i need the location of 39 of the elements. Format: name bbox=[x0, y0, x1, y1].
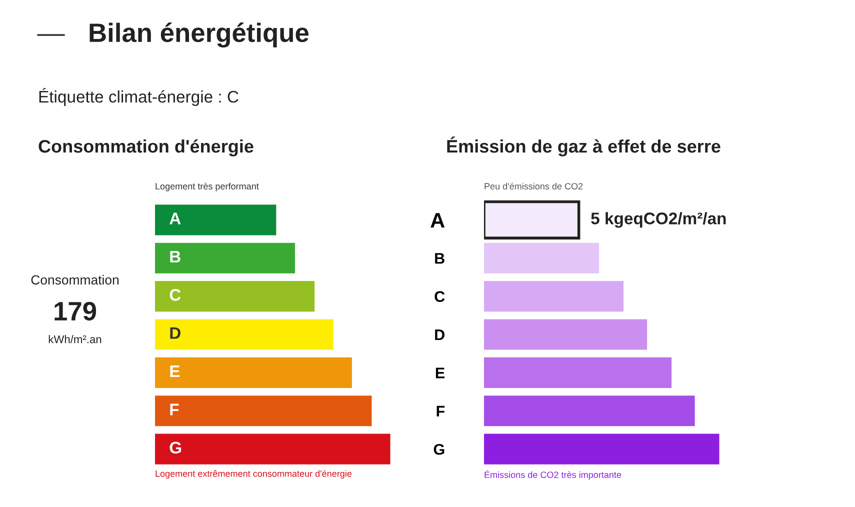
y-tick-label: B bbox=[170, 250, 180, 262]
chart-title: Émission de gaz à effet de serre bbox=[447, 136, 720, 156]
category-label: C bbox=[434, 291, 445, 302]
text: Peu d'émissions de CO2 bbox=[484, 182, 583, 190]
text: 179 bbox=[54, 302, 96, 321]
text: Logement extrêmement consommateur d'énergie bbox=[156, 470, 352, 479]
text: Étiquette climat-énergie : C bbox=[39, 88, 238, 106]
text: Consommation bbox=[31, 274, 119, 285]
text: Émissions de CO2 très importante bbox=[484, 470, 622, 480]
bar bbox=[155, 434, 390, 464]
category-label: B bbox=[435, 253, 444, 264]
category-label: A bbox=[430, 213, 445, 228]
text: kWh/m².an bbox=[48, 335, 102, 344]
y-tick-label: A bbox=[170, 212, 181, 224]
bar bbox=[155, 204, 276, 236]
chart-title: Consommation d'énergie bbox=[38, 139, 254, 156]
y-tick-label: E bbox=[170, 366, 180, 378]
bar bbox=[155, 319, 334, 350]
bar bbox=[484, 434, 720, 464]
bar bbox=[155, 357, 352, 388]
y-tick-label: C bbox=[170, 288, 181, 301]
category-label: F bbox=[436, 406, 445, 416]
y-tick-label: G bbox=[170, 442, 182, 454]
text: Logement très performant bbox=[156, 182, 259, 192]
category-label: E bbox=[436, 368, 445, 378]
bar bbox=[155, 281, 315, 312]
y-tick-label: D bbox=[170, 327, 180, 339]
bar bbox=[484, 242, 600, 274]
bar bbox=[155, 242, 295, 274]
bar bbox=[484, 281, 624, 312]
bar bbox=[155, 396, 372, 426]
annotation: 5 kgeqCO2/m²/an bbox=[591, 212, 726, 228]
category-label: G bbox=[434, 444, 444, 455]
bar bbox=[484, 319, 648, 350]
text: Bilan énergétique bbox=[90, 22, 309, 48]
bar bbox=[484, 396, 695, 426]
category-label: D bbox=[435, 330, 444, 340]
bar bbox=[484, 357, 672, 388]
y-tick-label: F bbox=[170, 404, 179, 416]
